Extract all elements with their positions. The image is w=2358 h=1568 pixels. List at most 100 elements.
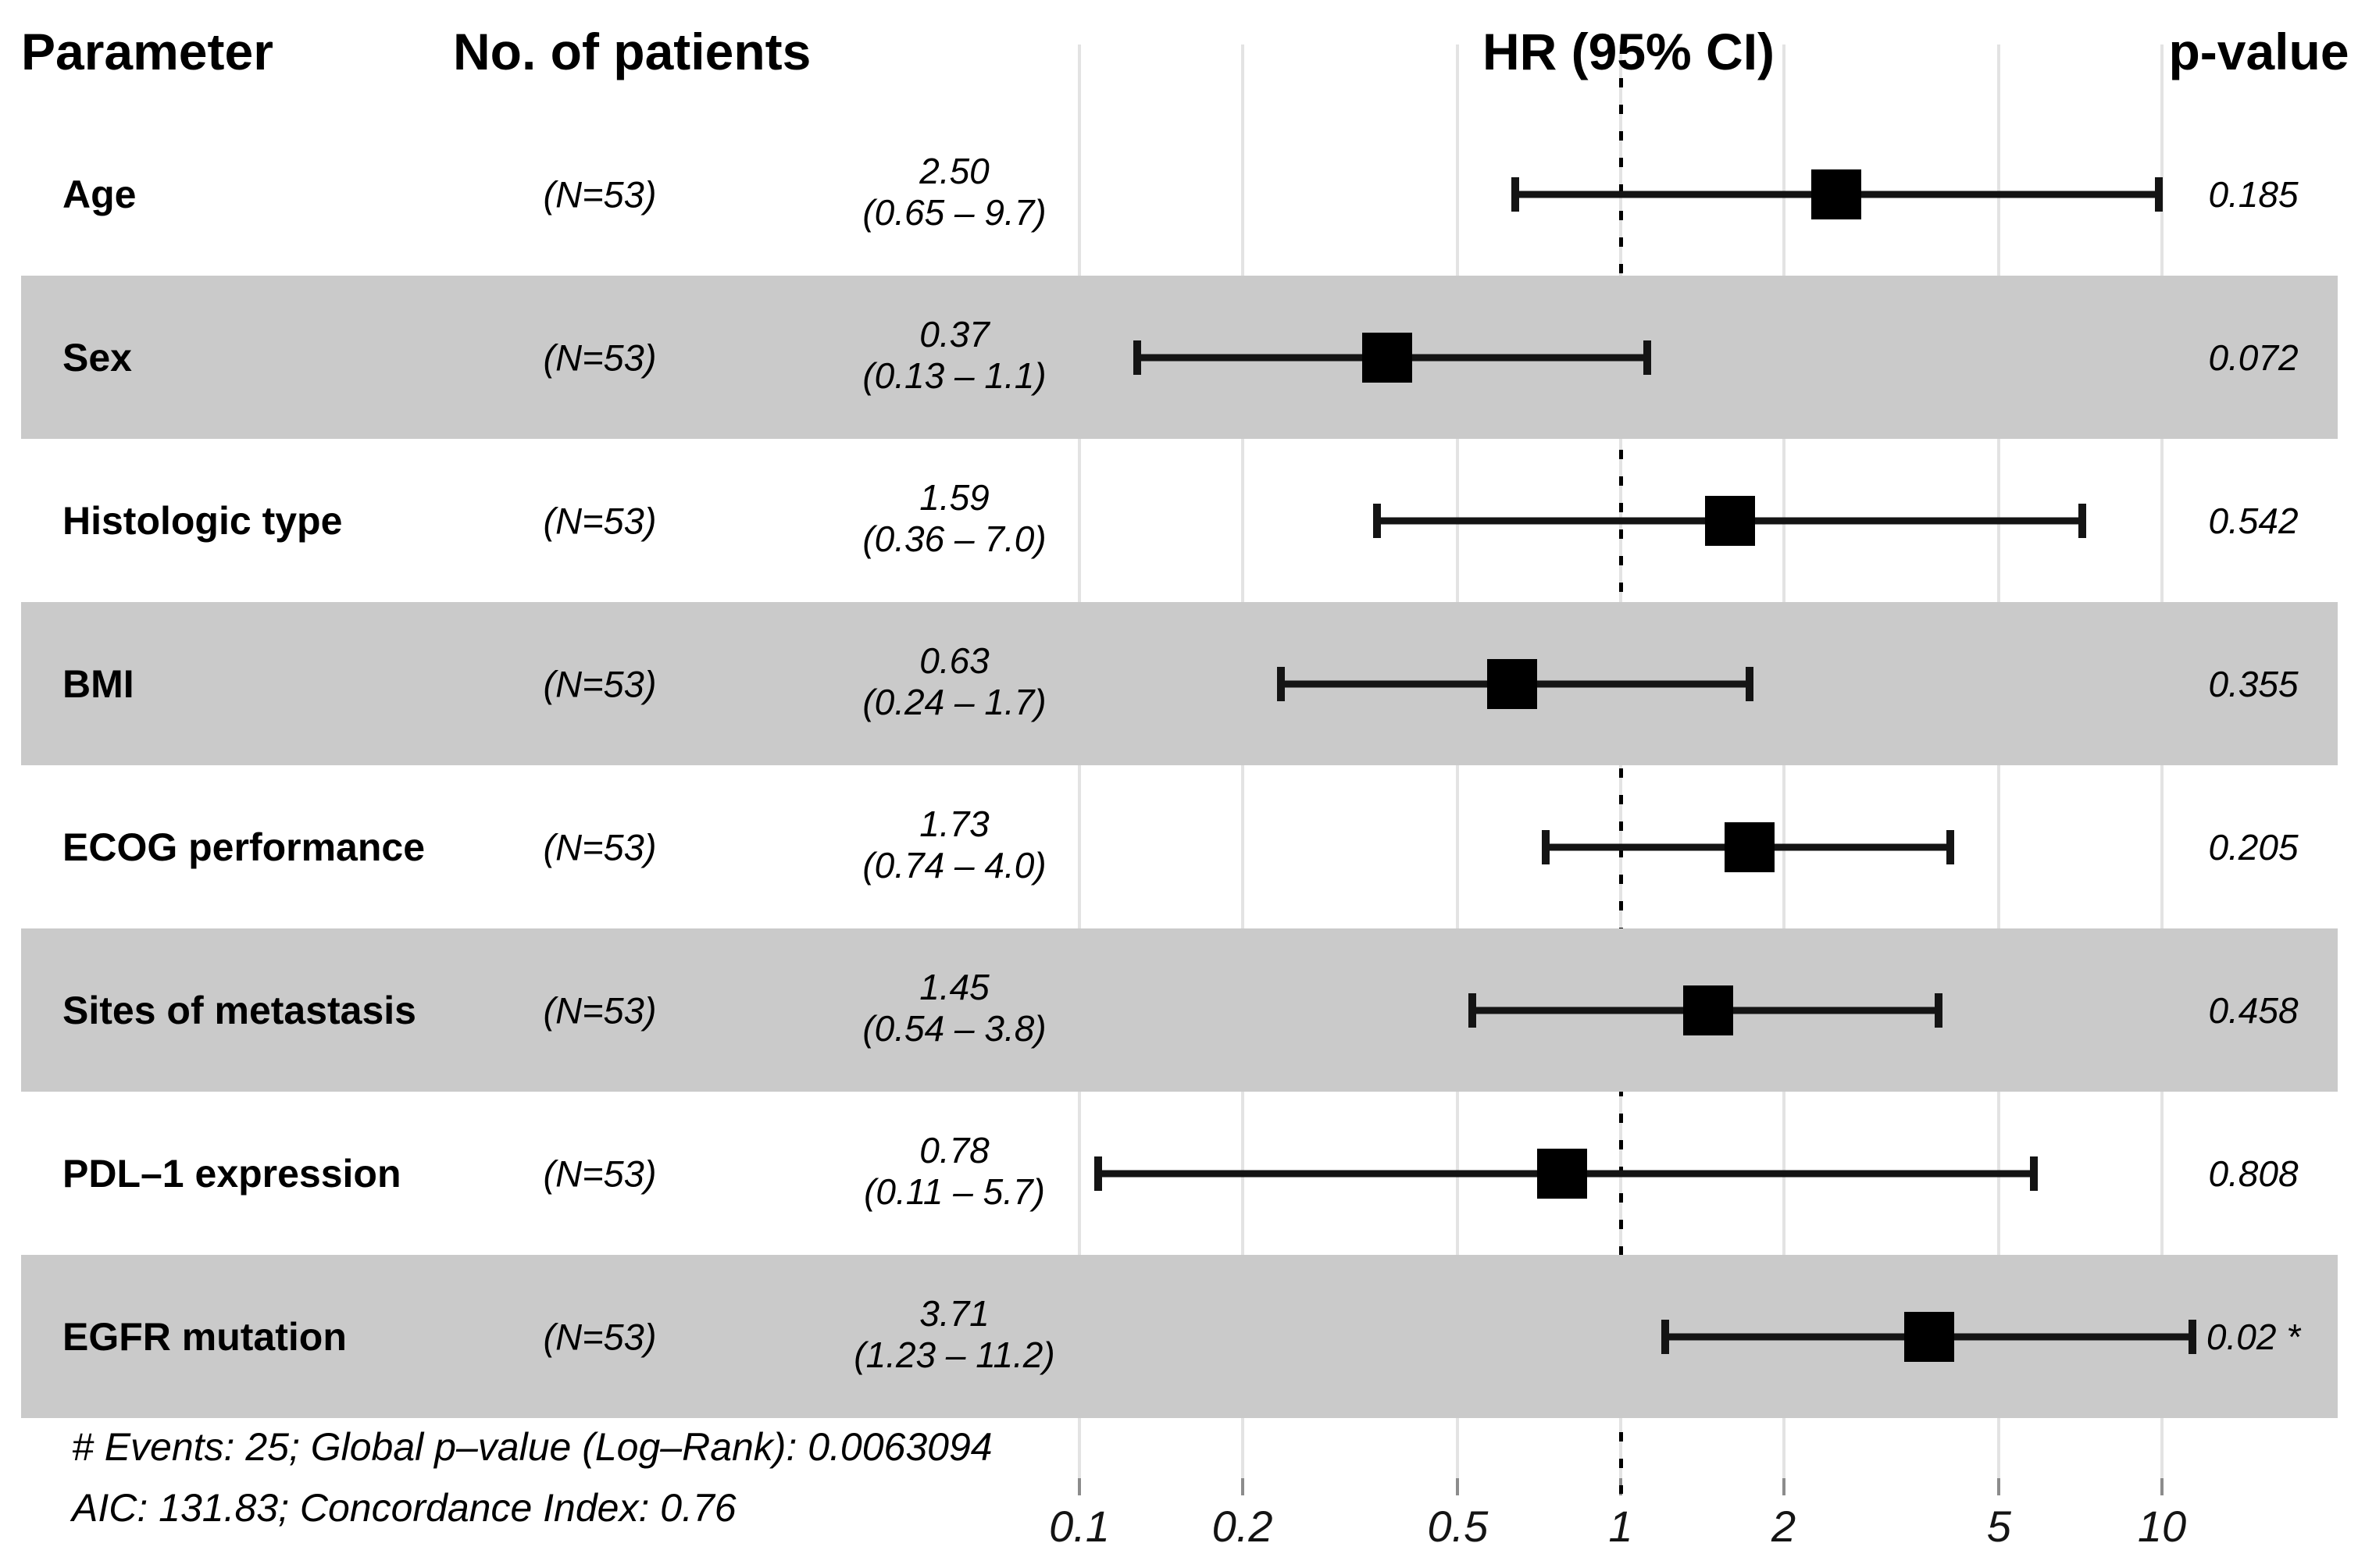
x-axis-tick-label: 10	[2137, 1502, 2187, 1551]
ci-estimate-value: (0.65 – 9.7)	[862, 191, 1047, 233]
ci-estimate-value: (0.24 – 1.7)	[862, 681, 1047, 722]
p-value: 0.542	[2208, 500, 2299, 541]
x-axis-tick	[1456, 1478, 1460, 1495]
column-header-pvalue: p-value	[2168, 23, 2349, 80]
hr-estimate-value: 0.37	[919, 313, 990, 355]
ci-cap-left	[1133, 340, 1141, 375]
ci-estimate-value: (0.36 – 7.0)	[862, 518, 1047, 559]
table-row: EGFR mutation (N=53) 3.71 (1.23 – 11.2) 0.02…	[0, 1255, 2358, 1418]
hr-estimate-value: 0.78	[919, 1129, 990, 1171]
parameter-label: Histologic type	[62, 498, 343, 543]
hr-estimate-value: 1.59	[919, 476, 990, 518]
n-patients-label: (N=53)	[543, 1316, 657, 1357]
x-axis-tick-label: 2	[1771, 1502, 1796, 1551]
x-axis-tick-label: 0.5	[1427, 1502, 1489, 1551]
parameter-label: Sites of metastasis	[62, 988, 416, 1032]
n-patients-label: (N=53)	[543, 500, 657, 541]
ci-cap-left	[1372, 503, 1381, 538]
parameter-label: PDL–1 expression	[62, 1151, 401, 1196]
ci-cap-right	[1946, 829, 1955, 864]
n-patients-label: (N=53)	[543, 337, 657, 378]
parameter-label: ECOG performance	[62, 825, 426, 869]
hr-estimate-value: 0.63	[919, 640, 990, 681]
hr-marker	[1682, 985, 1733, 1035]
table-row: Sites of metastasis (N=53) 1.45 (0.54 – 3.8…	[0, 928, 2358, 1092]
hr-ci-estimate: 1.45 (0.54 – 3.8)	[797, 966, 1112, 1049]
ci-cap-right	[1934, 992, 1942, 1028]
table-row: PDL–1 expression (N=53) 0.78 (0.11 – 5.7) 0.…	[0, 1092, 2358, 1255]
ci-estimate-value: (1.23 – 11.2)	[854, 1334, 1055, 1375]
n-patients-label: (N=53)	[543, 826, 657, 868]
x-axis-tick	[1240, 1478, 1244, 1495]
ci-cap-right	[2029, 1156, 2038, 1191]
ci-cap-left	[1661, 1319, 1670, 1354]
hr-marker	[1361, 332, 1412, 383]
column-header-hr-ci: HR (95% CI)	[1482, 23, 1775, 80]
hr-estimate-value: 3.71	[919, 1292, 990, 1334]
column-header-parameter: Parameter	[21, 23, 273, 80]
p-value: 0.808	[2208, 1153, 2299, 1194]
n-patients-label: (N=53)	[543, 663, 657, 704]
p-value: 0.185	[2208, 173, 2299, 215]
ci-cap-right	[2154, 176, 2163, 212]
ci-cap-left	[1468, 992, 1476, 1028]
p-value: 0.205	[2208, 826, 2299, 868]
x-axis-tick	[1078, 1478, 1081, 1495]
parameter-label: Age	[62, 172, 137, 216]
ci-cap-right	[2078, 503, 2086, 538]
ci-estimate-value: (0.11 – 5.7)	[864, 1171, 1045, 1212]
x-axis-tick	[2160, 1478, 2164, 1495]
hr-ci-estimate: 2.50 (0.65 – 9.7)	[797, 150, 1112, 233]
p-value: 0.02 *	[2206, 1316, 2301, 1357]
ci-estimate-value: (0.54 – 3.8)	[862, 1007, 1047, 1049]
x-axis-tick-label: 5	[1986, 1502, 2011, 1551]
ci-cap-right	[1745, 666, 1753, 701]
n-patients-label: (N=53)	[543, 1153, 657, 1194]
table-row: Sex (N=53) 0.37 (0.13 – 1.1) 0.072	[0, 276, 2358, 439]
x-axis-tick	[1782, 1478, 1785, 1495]
hr-ci-estimate: 0.63 (0.24 – 1.7)	[797, 640, 1112, 722]
hr-estimate-value: 1.45	[919, 966, 990, 1007]
hr-estimate-value: 2.50	[919, 150, 990, 191]
parameter-label: Sex	[62, 335, 132, 380]
ci-cap-left	[1277, 666, 1286, 701]
table-row: Age (N=53) 2.50 (0.65 – 9.7) 0.185	[0, 112, 2358, 276]
table-row: Histologic type (N=53) 1.59 (0.36 – 7.0) 0.5…	[0, 439, 2358, 602]
column-header-patients: No. of patients	[453, 23, 812, 80]
hr-marker	[1810, 169, 1861, 219]
x-axis-tick-label: 0.1	[1049, 1502, 1110, 1551]
hr-ci-estimate: 0.37 (0.13 – 1.1)	[797, 313, 1112, 396]
parameter-label: EGFR mutation	[62, 1314, 347, 1359]
ci-cap-left	[1093, 1156, 1102, 1191]
footnote-events-global-pvalue: # Events: 25; Global p–value (Log–Rank):…	[72, 1425, 993, 1469]
ci-estimate-value: (0.13 – 1.1)	[862, 355, 1047, 396]
row-stripe	[21, 928, 2338, 1092]
x-axis-tick-label: 0.2	[1211, 1502, 1273, 1551]
hr-marker	[1903, 1311, 1954, 1362]
n-patients-label: (N=53)	[543, 173, 657, 215]
hr-marker	[1537, 1148, 1588, 1199]
n-patients-label: (N=53)	[543, 989, 657, 1031]
ci-cap-right	[2189, 1319, 2197, 1354]
x-axis-tick	[1997, 1478, 2001, 1495]
hr-ci-estimate: 1.73 (0.74 – 4.0)	[797, 803, 1112, 886]
hr-marker	[1486, 658, 1537, 709]
parameter-label: BMI	[62, 661, 134, 706]
table-row: ECOG performance (N=53) 1.73 (0.74 – 4.0) 0.…	[0, 765, 2358, 928]
p-value: 0.072	[2208, 337, 2299, 378]
ci-cap-right	[1643, 340, 1651, 375]
hr-ci-estimate: 0.78 (0.11 – 5.7)	[797, 1129, 1112, 1212]
hr-marker	[1724, 821, 1775, 872]
table-row: BMI (N=53) 0.63 (0.24 – 1.7) 0.355	[0, 602, 2358, 765]
footnote-aic-concordance: AIC: 131.83; Concordance Index: 0.76	[72, 1486, 737, 1530]
p-value: 0.458	[2208, 989, 2299, 1031]
ci-cap-left	[1542, 829, 1550, 864]
hr-estimate-value: 1.73	[919, 803, 990, 844]
hr-ci-estimate: 3.71 (1.23 – 11.2)	[797, 1292, 1112, 1375]
row-stripe	[21, 602, 2338, 765]
hr-marker	[1704, 495, 1755, 546]
p-value: 0.355	[2208, 663, 2299, 704]
ci-estimate-value: (0.74 – 4.0)	[862, 844, 1047, 886]
hr-ci-estimate: 1.59 (0.36 – 7.0)	[797, 476, 1112, 559]
